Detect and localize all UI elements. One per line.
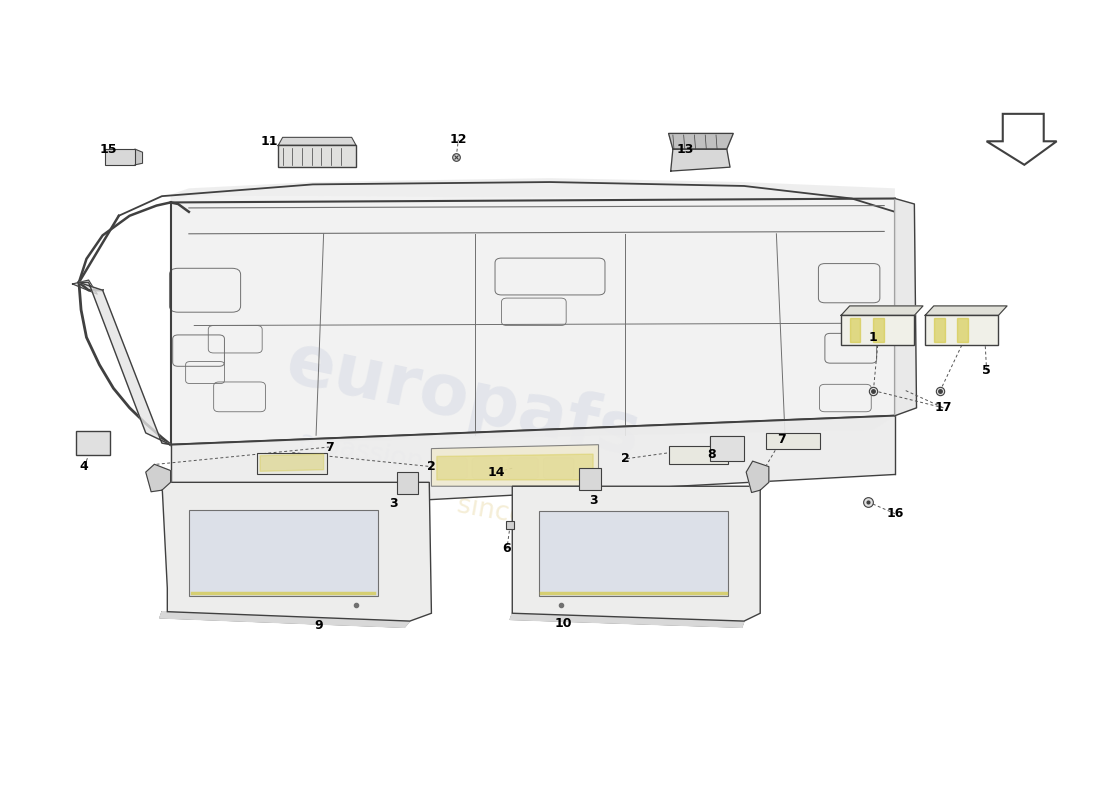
Polygon shape xyxy=(987,114,1057,165)
Bar xyxy=(278,145,356,167)
Bar xyxy=(710,436,744,461)
Text: 2: 2 xyxy=(427,460,436,473)
Text: 2: 2 xyxy=(621,452,630,466)
Polygon shape xyxy=(170,416,895,514)
Text: 12: 12 xyxy=(450,134,468,146)
Text: 8: 8 xyxy=(707,448,716,462)
Polygon shape xyxy=(510,614,744,627)
Bar xyxy=(766,433,820,449)
Polygon shape xyxy=(162,482,431,621)
Bar xyxy=(842,315,914,345)
Text: 1: 1 xyxy=(869,330,878,344)
Polygon shape xyxy=(431,445,598,486)
Text: since 1985: since 1985 xyxy=(455,492,602,543)
Polygon shape xyxy=(669,134,734,149)
FancyBboxPatch shape xyxy=(710,436,744,461)
Polygon shape xyxy=(73,280,97,294)
Bar xyxy=(579,468,601,490)
Bar xyxy=(256,453,327,474)
Text: a passion for parts: a passion for parts xyxy=(297,429,544,497)
Polygon shape xyxy=(746,461,769,493)
Polygon shape xyxy=(437,454,593,480)
Polygon shape xyxy=(957,318,968,342)
Text: 7: 7 xyxy=(324,441,333,454)
Text: 17: 17 xyxy=(935,402,953,414)
FancyBboxPatch shape xyxy=(508,458,538,478)
Bar xyxy=(925,315,999,345)
Text: 11: 11 xyxy=(261,134,278,148)
Text: 15: 15 xyxy=(99,142,117,156)
Text: 14: 14 xyxy=(487,466,505,478)
Polygon shape xyxy=(260,454,323,471)
Text: europafs: europafs xyxy=(280,329,648,471)
Bar xyxy=(669,446,728,464)
Polygon shape xyxy=(135,149,143,165)
Polygon shape xyxy=(671,149,730,171)
FancyBboxPatch shape xyxy=(437,458,468,478)
FancyBboxPatch shape xyxy=(472,458,503,478)
Text: 6: 6 xyxy=(503,542,512,555)
Text: 5: 5 xyxy=(982,364,991,377)
Bar xyxy=(539,511,728,596)
Polygon shape xyxy=(925,306,1008,315)
Bar xyxy=(397,472,418,494)
Text: 16: 16 xyxy=(887,507,903,520)
Polygon shape xyxy=(849,318,860,342)
Polygon shape xyxy=(170,196,895,445)
Polygon shape xyxy=(842,306,923,315)
FancyBboxPatch shape xyxy=(543,458,574,478)
Polygon shape xyxy=(895,198,916,416)
Bar xyxy=(76,431,110,455)
Polygon shape xyxy=(934,318,945,342)
Text: 7: 7 xyxy=(778,433,786,446)
Polygon shape xyxy=(145,464,170,492)
Text: 13: 13 xyxy=(676,142,693,156)
Bar xyxy=(104,149,135,165)
Bar xyxy=(189,510,377,596)
Polygon shape xyxy=(278,138,356,145)
Polygon shape xyxy=(160,612,410,627)
Polygon shape xyxy=(79,282,170,445)
Text: 3: 3 xyxy=(389,497,398,510)
Polygon shape xyxy=(873,318,884,342)
Text: 4: 4 xyxy=(80,460,89,473)
Polygon shape xyxy=(170,178,895,202)
Polygon shape xyxy=(513,486,760,621)
Text: 10: 10 xyxy=(554,617,572,630)
Text: 9: 9 xyxy=(314,619,322,632)
Text: 3: 3 xyxy=(588,494,597,507)
FancyBboxPatch shape xyxy=(77,433,109,454)
